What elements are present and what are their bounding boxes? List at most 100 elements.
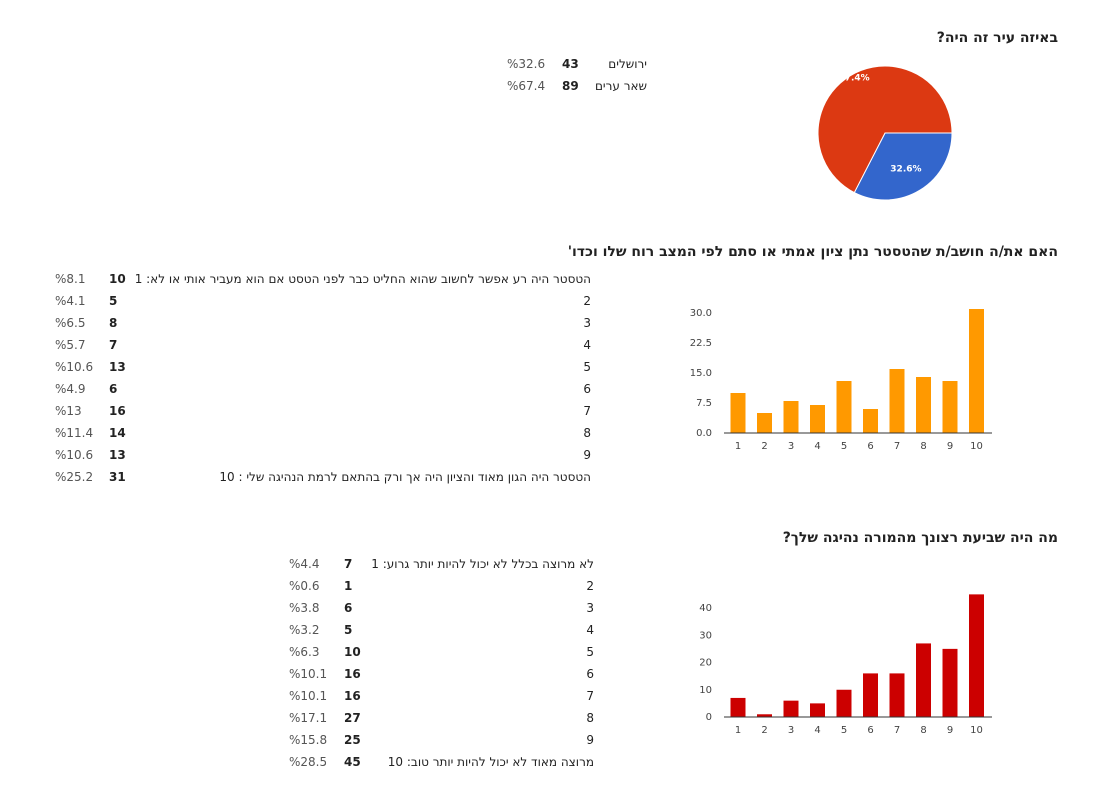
response-label: 6 — [586, 667, 594, 681]
response-percent: %6.5 — [55, 316, 86, 330]
response-percent: %3.8 — [289, 601, 320, 615]
response-row: %10.6 13 5 — [55, 358, 600, 376]
response-label: 9 — [583, 448, 591, 462]
response-count: 43 — [562, 57, 579, 71]
response-row: %6.5 8 3 — [55, 314, 600, 332]
response-label: 5 — [583, 360, 591, 374]
bar — [889, 369, 905, 433]
response-label: 7 — [586, 689, 594, 703]
response-row: %4.9 6 6 — [55, 380, 600, 398]
x-tick-label: 10 — [970, 725, 983, 736]
y-tick-label: 0.0 — [696, 428, 712, 439]
response-percent: %13 — [55, 404, 82, 418]
y-tick-label: 10 — [699, 685, 712, 696]
x-tick-label: 2 — [761, 441, 767, 452]
response-percent: %17.1 — [289, 711, 328, 725]
response-percent: %10.6 — [55, 448, 94, 462]
x-tick-label: 1 — [735, 441, 741, 452]
y-tick-label: 30 — [699, 630, 712, 641]
response-label: 4 — [583, 338, 591, 352]
bar — [916, 643, 931, 717]
response-label: 3 — [583, 316, 591, 330]
response-row: %3.8 6 3 — [289, 599, 609, 617]
response-count: 89 — [562, 79, 579, 93]
x-tick-label: 9 — [947, 725, 953, 736]
response-percent: %10.6 — [55, 360, 94, 374]
bar — [942, 381, 958, 433]
response-percent: %3.2 — [289, 623, 320, 637]
response-label: 7 — [583, 404, 591, 418]
bar — [783, 700, 799, 717]
bar — [757, 714, 772, 717]
bar — [889, 673, 905, 717]
response-count: 5 — [109, 294, 118, 308]
response-percent: %32.6 — [507, 57, 546, 71]
x-tick-label: 1 — [735, 725, 741, 736]
response-percent: %10.1 — [289, 667, 328, 681]
response-percent: %4.9 — [55, 382, 86, 396]
bar — [810, 405, 825, 433]
response-count: 16 — [109, 404, 126, 418]
response-row: %15.8 25 9 — [289, 731, 609, 749]
x-tick-label: 7 — [894, 725, 900, 736]
response-percent: %6.3 — [289, 645, 320, 659]
response-count: 10 — [109, 272, 126, 286]
response-percent: %0.6 — [289, 579, 320, 593]
response-row: %10.6 13 9 — [55, 446, 600, 464]
response-count: 13 — [109, 448, 126, 462]
response-count: 16 — [344, 689, 361, 703]
response-row: %0.6 1 2 — [289, 577, 609, 595]
response-row: %10.1 16 7 — [289, 687, 609, 705]
x-tick-label: 8 — [920, 725, 926, 736]
response-count: 6 — [109, 382, 118, 396]
response-label: לא מרוצה בכלל לא יכול להיות יותר גרוע: 1 — [371, 557, 594, 571]
bar — [783, 401, 799, 433]
bar — [942, 648, 958, 717]
y-tick-label: 40 — [699, 603, 712, 614]
response-count: 5 — [344, 623, 353, 637]
response-label: הטסטר היה רע אפשר לחשוב שהוא החליט כבר ל… — [134, 272, 591, 286]
response-percent: %10.1 — [289, 689, 328, 703]
response-row: %17.1 27 8 — [289, 709, 609, 727]
response-row: %13 16 7 — [55, 402, 600, 420]
response-label: 8 — [586, 711, 594, 725]
response-percent: %67.4 — [507, 79, 546, 93]
bar — [836, 381, 852, 433]
response-label: 2 — [583, 294, 591, 308]
response-label: מרוצה מאוד לא יכול להיות יותר טוב: 10 — [387, 755, 594, 769]
response-row: %10.1 16 6 — [289, 665, 609, 683]
response-count: 13 — [109, 360, 126, 374]
bar — [810, 703, 825, 717]
question-2-title: האם את/ה חושב/ת שהטסטר נתן ציון אמתי או … — [567, 244, 1058, 260]
y-tick-label: 20 — [699, 658, 712, 669]
pie-slice-label: 67.4% — [838, 74, 869, 84]
response-count: 7 — [109, 338, 118, 352]
response-percent: %4.1 — [55, 294, 86, 308]
response-percent: %11.4 — [55, 426, 94, 440]
x-tick-label: 9 — [947, 441, 953, 452]
response-label: שאר ערים — [594, 79, 647, 93]
response-count: 7 — [344, 557, 353, 571]
x-tick-label: 8 — [920, 441, 926, 452]
response-row: %28.5 45 מרוצה מאוד לא יכול להיות יותר טוב… — [289, 753, 609, 771]
x-tick-label: 5 — [841, 725, 847, 736]
bar — [863, 673, 878, 717]
response-count: 31 — [109, 470, 126, 484]
bar — [836, 689, 852, 717]
response-label: 9 — [586, 733, 594, 747]
response-label: הטסטר היה הגון מאוד והציון היה אך ורק בה… — [219, 470, 591, 484]
response-label: 3 — [586, 601, 594, 615]
response-count: 8 — [109, 316, 118, 330]
bar — [757, 413, 772, 433]
question-3-bar-chart: 0 10 20 30 40 1 2 3 4 5 6 7 8 9 10 — [699, 594, 992, 736]
x-tick-label: 5 — [841, 441, 847, 452]
y-tick-label: 15.0 — [690, 368, 712, 379]
response-count: 6 — [344, 601, 353, 615]
response-label: ירושלים — [608, 57, 647, 71]
response-row: %25.2 31 הטסטר היה הגון מאוד והציון היה אך… — [55, 468, 600, 486]
response-row: %4.4 7 לא מרוצה בכלל לא יכול להיות יותר גר… — [289, 555, 609, 573]
response-row: %11.4 14 8 — [55, 424, 600, 442]
bar — [730, 393, 746, 433]
response-count: 25 — [344, 733, 361, 747]
x-tick-label: 7 — [894, 441, 900, 452]
